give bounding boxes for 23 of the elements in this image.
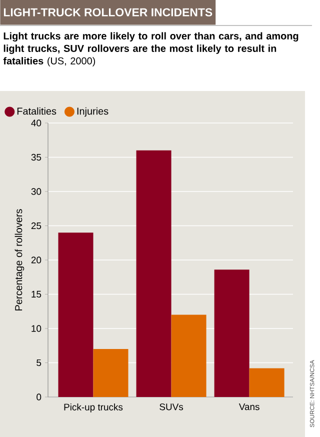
legend-label: Fatalities — [17, 107, 56, 115]
y-tick-label: 0 — [36, 394, 42, 400]
y-tick-label: 20 — [31, 256, 42, 264]
x-tick-label: SUVs — [160, 404, 184, 410]
y-tick-label: 35 — [31, 154, 42, 161]
y-tick-label: 40 — [31, 120, 42, 126]
bar — [249, 368, 284, 397]
x-tick-label: Pick-up trucks — [64, 404, 123, 412]
bar — [214, 270, 250, 397]
bar — [58, 232, 94, 397]
bar — [171, 314, 206, 397]
y-tick-label: 5 — [36, 359, 42, 366]
y-tick-label: 10 — [32, 325, 42, 332]
y-tick-label: 25 — [31, 222, 42, 230]
y-axis-title: Percentage of rollovers — [14, 209, 24, 310]
chart-subtitle: Light trucks are more likely to roll over than cars, and among light trucks, SUV rollovers are the most likely to result in fatalities (US, 2000) — [3, 32, 298, 66]
bar — [136, 150, 172, 397]
bar — [93, 349, 128, 397]
y-tick-label: 30 — [31, 188, 42, 195]
legend-label: Injuries — [77, 107, 108, 117]
x-tick-label: Vans — [238, 404, 260, 410]
chart-title: LIGHT-TRUCK ROLLOVER INCIDENTS — [4, 8, 212, 16]
y-tick-label: 15 — [32, 290, 42, 298]
